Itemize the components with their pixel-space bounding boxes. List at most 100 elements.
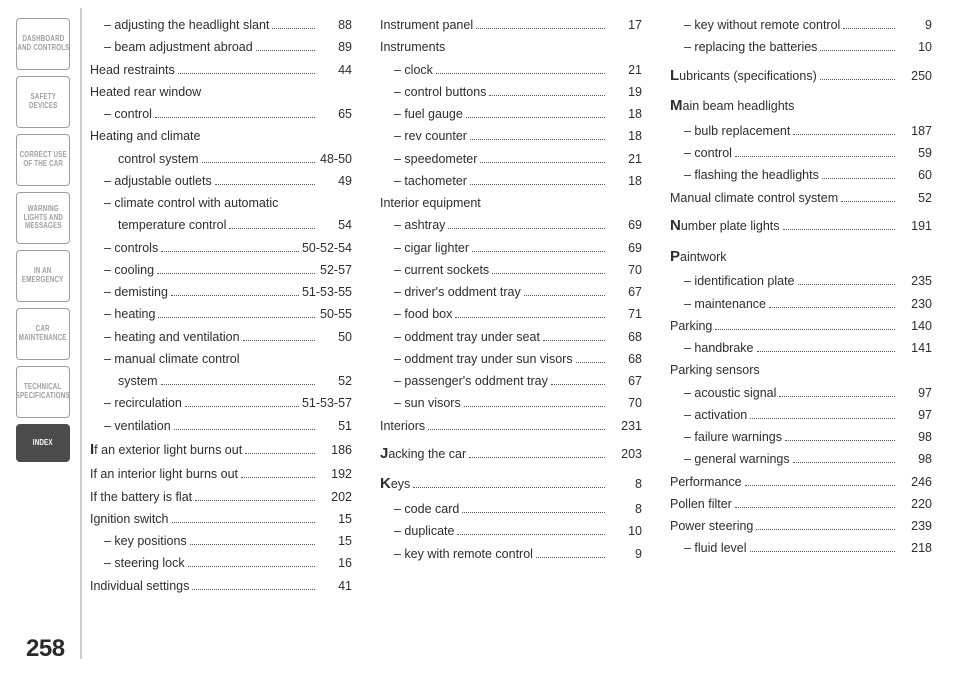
entry-page: 8 xyxy=(608,473,642,495)
entry-label: – activation xyxy=(670,404,747,426)
entry-page: 70 xyxy=(608,259,642,281)
leader-dots xyxy=(785,440,895,441)
entry-page: 98 xyxy=(898,448,932,470)
leader-dots xyxy=(161,384,315,385)
index-entry: – controls50-52-54 xyxy=(90,237,352,259)
tab-technical[interactable]: TECHNICAL SPECIFICATIONS xyxy=(16,366,70,418)
entry-label: Pollen filter xyxy=(670,493,732,515)
leader-dots xyxy=(820,50,895,51)
entry-label: – sun visors xyxy=(380,392,461,414)
tab-label: INDEX xyxy=(33,439,53,448)
index-entry: If an exterior light burns out186 xyxy=(90,437,352,464)
index-entry: – fuel gauge18 xyxy=(380,103,642,125)
leader-dots xyxy=(841,201,895,202)
entry-page: 246 xyxy=(898,471,932,493)
index-column: – adjusting the headlight slant88– beam … xyxy=(90,8,352,659)
leader-dots xyxy=(245,453,315,454)
leader-dots xyxy=(436,73,605,74)
entry-label: – ventilation xyxy=(90,415,171,437)
entry-page: 187 xyxy=(898,120,932,142)
entry-page: 21 xyxy=(608,148,642,170)
leader-dots xyxy=(158,317,315,318)
index-entry: – ventilation51 xyxy=(90,415,352,437)
leader-dots xyxy=(756,529,895,530)
tab-correct[interactable]: CORRECT USE OF THE CAR xyxy=(16,134,70,186)
tab-warning[interactable]: WARNING LIGHTS AND MESSAGES xyxy=(16,192,70,244)
tab-index[interactable]: INDEX xyxy=(16,424,70,462)
index-entry: control system48-50 xyxy=(90,148,352,170)
leader-dots xyxy=(157,273,315,274)
leader-dots xyxy=(448,228,605,229)
entry-page: 15 xyxy=(318,530,352,552)
entry-label: Head restraints xyxy=(90,59,175,81)
leader-dots xyxy=(215,184,315,185)
index-entry: temperature control54 xyxy=(90,214,352,236)
index-entry: Lubricants (specifications)250 xyxy=(670,63,932,90)
leader-dots xyxy=(462,512,605,513)
leader-dots xyxy=(543,340,605,341)
tab-dashboard[interactable]: DASHBOARD AND CONTROLS xyxy=(16,18,70,70)
index-entry: Ignition switch15 xyxy=(90,508,352,530)
entry-label: – key without remote control xyxy=(670,14,840,36)
index-entry: – rev counter18 xyxy=(380,125,642,147)
index-entry: – control59 xyxy=(670,142,932,164)
entry-page: 192 xyxy=(318,463,352,485)
index-entry: Number plate lights191 xyxy=(670,213,932,240)
leader-dots xyxy=(466,117,605,118)
entry-label: – identification plate xyxy=(670,270,795,292)
entry-page: 54 xyxy=(318,214,352,236)
entry-label: – key with remote control xyxy=(380,543,533,565)
entry-label: Ignition switch xyxy=(90,508,169,530)
leader-dots xyxy=(822,178,895,179)
entry-label: – adjusting the headlight slant xyxy=(90,14,269,36)
leader-dots xyxy=(735,507,895,508)
index-entry: – replacing the batteries10 xyxy=(670,36,932,58)
index-entry: Parking140 xyxy=(670,315,932,337)
tab-emergency[interactable]: IN AN EMERGENCY xyxy=(16,250,70,302)
leader-dots xyxy=(769,307,895,308)
leader-dots xyxy=(457,534,605,535)
leader-dots xyxy=(793,462,895,463)
entry-label: – control xyxy=(670,142,732,164)
leader-dots xyxy=(161,251,299,252)
tab-maintenance[interactable]: CAR MAINTENANCE xyxy=(16,308,70,360)
entry-label: Heated rear window xyxy=(90,81,201,103)
index-heading: Interior equipment xyxy=(380,192,642,214)
index-entry: – clock21 xyxy=(380,59,642,81)
entry-page: 49 xyxy=(318,170,352,192)
leader-dots xyxy=(476,28,605,29)
entry-page: 231 xyxy=(608,415,642,437)
entry-label: – beam adjustment abroad xyxy=(90,36,253,58)
index-entry: – code card8 xyxy=(380,498,642,520)
leader-dots xyxy=(241,477,315,478)
entry-label: Number plate lights xyxy=(670,213,780,240)
index-column: Instrument panel17Instruments– clock21– … xyxy=(380,8,642,659)
entry-label: – clock xyxy=(380,59,433,81)
leader-dots xyxy=(256,50,315,51)
index-heading: Heated rear window xyxy=(90,81,352,103)
leader-dots xyxy=(798,284,896,285)
index-entry: – oddment tray under seat68 xyxy=(380,326,642,348)
index-entry: – maintenance230 xyxy=(670,293,932,315)
leader-dots xyxy=(470,184,605,185)
entry-page: 9 xyxy=(608,543,642,565)
entry-page: 16 xyxy=(318,552,352,574)
index-entry: – passenger's oddment tray67 xyxy=(380,370,642,392)
index-page: DASHBOARD AND CONTROLS SAFETY DEVICES CORR… xyxy=(0,0,954,675)
leader-dots xyxy=(735,156,895,157)
entry-label: – duplicate xyxy=(380,520,454,542)
leader-dots xyxy=(413,487,605,488)
entry-page: 202 xyxy=(318,486,352,508)
index-entry: Performance246 xyxy=(670,471,932,493)
entry-label: – driver's oddment tray xyxy=(380,281,521,303)
entry-label: – oddment tray under seat xyxy=(380,326,540,348)
leader-dots xyxy=(470,139,605,140)
entry-label: – heating and ventilation xyxy=(90,326,240,348)
entry-label: – climate control with automatic xyxy=(90,192,278,214)
entry-label: – food box xyxy=(380,303,452,325)
entry-page: 50 xyxy=(318,326,352,348)
index-entry: – food box71 xyxy=(380,303,642,325)
entry-page: 250 xyxy=(898,65,932,87)
tab-safety[interactable]: SAFETY DEVICES xyxy=(16,76,70,128)
leader-dots xyxy=(192,589,315,590)
